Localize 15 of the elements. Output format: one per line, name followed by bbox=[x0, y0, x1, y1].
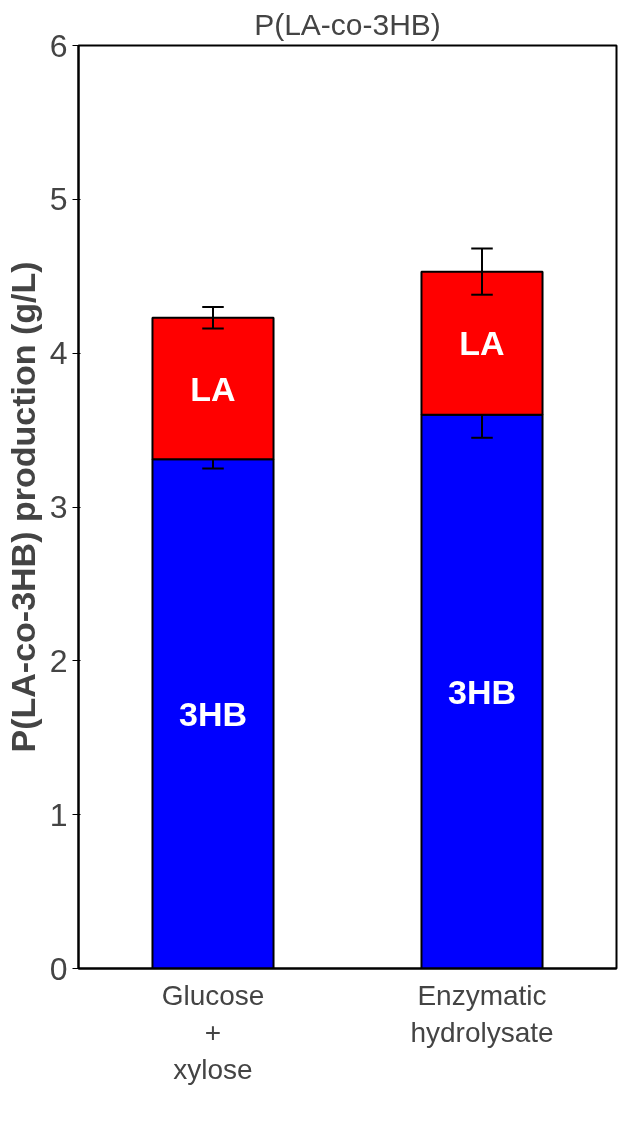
text: 3HB bbox=[447, 672, 517, 711]
series-label: LA bbox=[190, 369, 236, 408]
y-tick-label: 4 bbox=[49, 335, 68, 372]
y-axis-title: P(LA-co-3HB) production (g/L) bbox=[3, 261, 42, 753]
x-tick-label: Glucose + xylose bbox=[161, 979, 265, 1085]
y-tick-label: 6 bbox=[49, 27, 68, 64]
y-tick-label: 3 bbox=[49, 489, 68, 525]
y-tick-label: 5 bbox=[49, 181, 68, 218]
y-tick-label: 0 bbox=[49, 950, 68, 987]
x-tick-label: Enzymatic hydrolysate bbox=[410, 979, 554, 1048]
series-label: 3HB bbox=[178, 694, 248, 733]
y-tick-label: 2 bbox=[49, 642, 68, 679]
y-tick-label: 1 bbox=[49, 796, 68, 833]
chart-title: P(LA-co-3HB) bbox=[254, 7, 441, 41]
text: LA bbox=[459, 324, 505, 363]
